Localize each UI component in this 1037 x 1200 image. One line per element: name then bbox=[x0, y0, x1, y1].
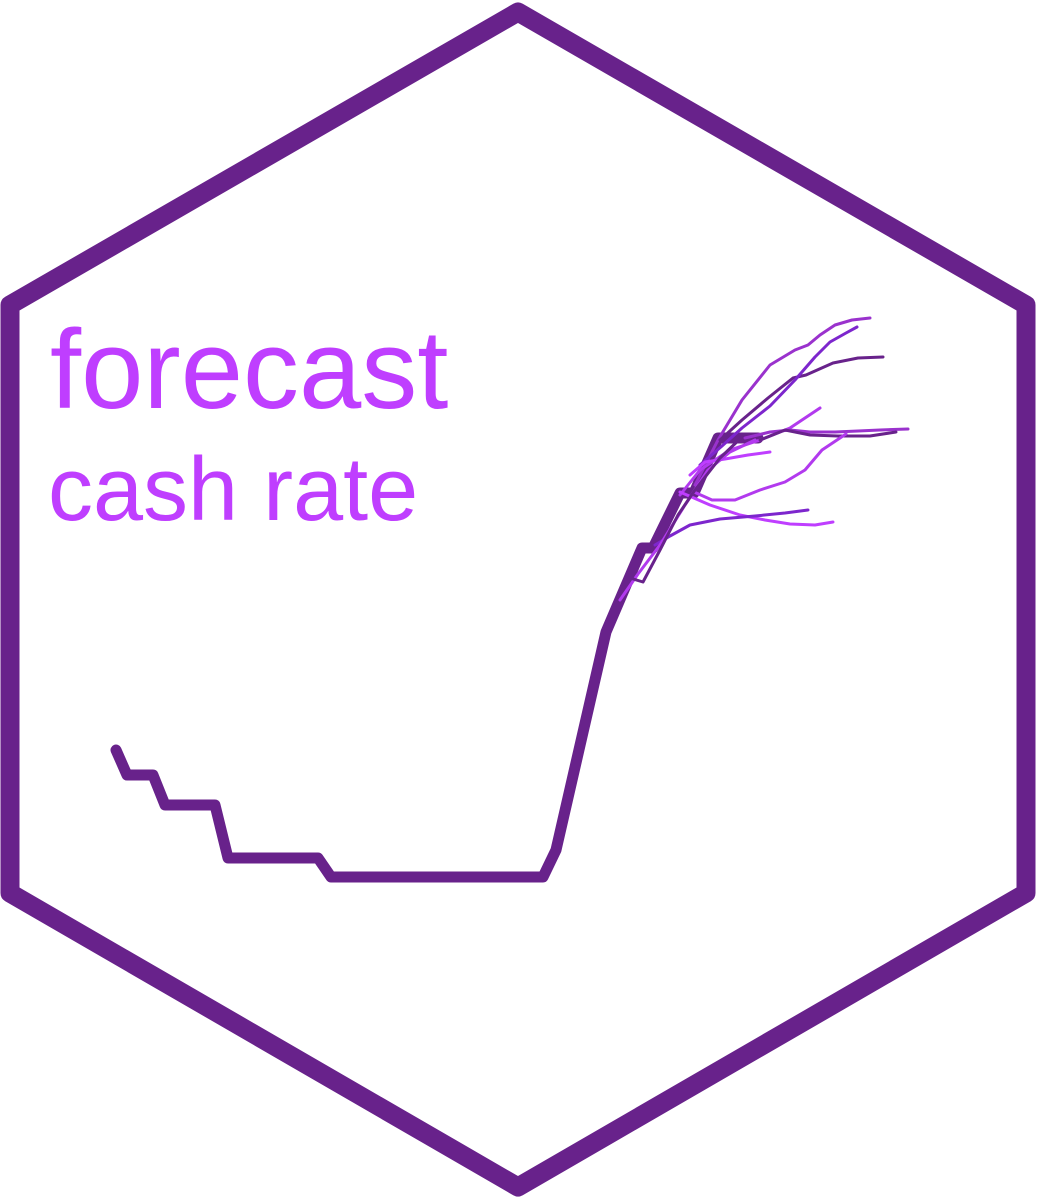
forecast-path bbox=[743, 427, 910, 440]
title-line-1: forecast bbox=[50, 307, 448, 432]
forecast-path bbox=[678, 490, 835, 527]
forecast-path bbox=[692, 432, 848, 502]
forecast-path bbox=[758, 428, 898, 442]
forecast-paths bbox=[618, 316, 910, 602]
forecast-path bbox=[653, 508, 810, 547]
forecast-path bbox=[698, 325, 859, 467]
forecast-path bbox=[628, 435, 744, 584]
forecast-path bbox=[688, 450, 772, 477]
forecast-path bbox=[693, 316, 872, 487]
title-line-2: cash rate bbox=[48, 440, 418, 540]
